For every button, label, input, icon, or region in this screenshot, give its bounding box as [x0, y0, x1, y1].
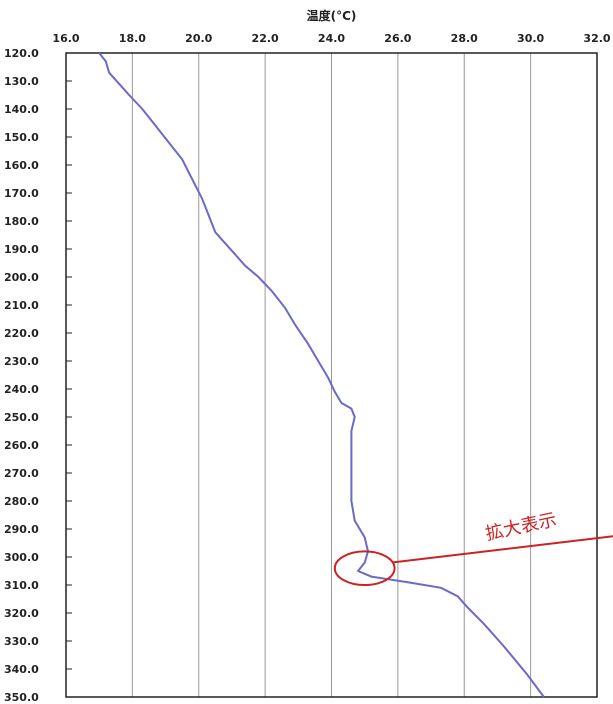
y-tick-label: 220.0	[4, 327, 39, 340]
x-tick-label: 30.0	[517, 32, 544, 45]
y-axis-ticks: 120.0 130.0 140.0 150.0 160.0 170.0 180.0 190.0…	[4, 47, 72, 704]
annotation-leader-line	[392, 535, 613, 564]
grid-lines	[131, 53, 532, 697]
y-tick-label: 280.0	[4, 495, 39, 508]
x-tick-label: 20.0	[185, 32, 212, 45]
y-tick-label: 160.0	[4, 159, 39, 172]
x-tick-label: 16.0	[52, 32, 79, 45]
y-tick-label: 290.0	[4, 523, 39, 536]
x-tick-label: 26.0	[384, 32, 411, 45]
plot-frame	[65, 52, 598, 698]
y-tick-label: 200.0	[4, 271, 39, 284]
y-tick-label: 130.0	[4, 75, 39, 88]
y-tick-label: 210.0	[4, 299, 39, 312]
annotation-circle	[333, 550, 396, 587]
y-tick-label: 180.0	[4, 215, 39, 228]
y-tick-label: 310.0	[4, 579, 39, 592]
x-tick-label: 32.0	[583, 32, 610, 45]
x-axis-ticks: 16.0 18.0 20.0 22.0 24.0 26.0 28.0 30.0 32.0	[52, 32, 610, 45]
x-tick-label: 28.0	[451, 32, 478, 45]
y-tick-label: 340.0	[4, 663, 39, 676]
y-tick-label: 350.0	[4, 691, 39, 704]
y-tick-label: 320.0	[4, 607, 39, 620]
y-tick-label: 150.0	[4, 131, 39, 144]
y-tick-label: 120.0	[4, 47, 39, 60]
y-tick-label: 190.0	[4, 243, 39, 256]
y-tick-label: 140.0	[4, 103, 39, 116]
x-tick-label: 18.0	[119, 32, 146, 45]
y-tick-label: 250.0	[4, 411, 39, 424]
temperature-series-line	[98, 52, 545, 698]
y-tick-label: 300.0	[4, 551, 39, 564]
x-axis-title: 温度(°C)	[307, 8, 357, 23]
y-tick-label: 330.0	[4, 635, 39, 648]
annotation-label: 拡大表示	[484, 509, 559, 545]
x-tick-label: 22.0	[252, 32, 279, 45]
magnify-annotation: 拡大表示	[333, 509, 613, 587]
y-tick-label: 240.0	[4, 383, 39, 396]
y-tick-label: 260.0	[4, 439, 39, 452]
y-tick-label: 230.0	[4, 355, 39, 368]
y-tick-label: 270.0	[4, 467, 39, 480]
y-tick-label: 170.0	[4, 187, 39, 200]
x-tick-label: 24.0	[318, 32, 345, 45]
